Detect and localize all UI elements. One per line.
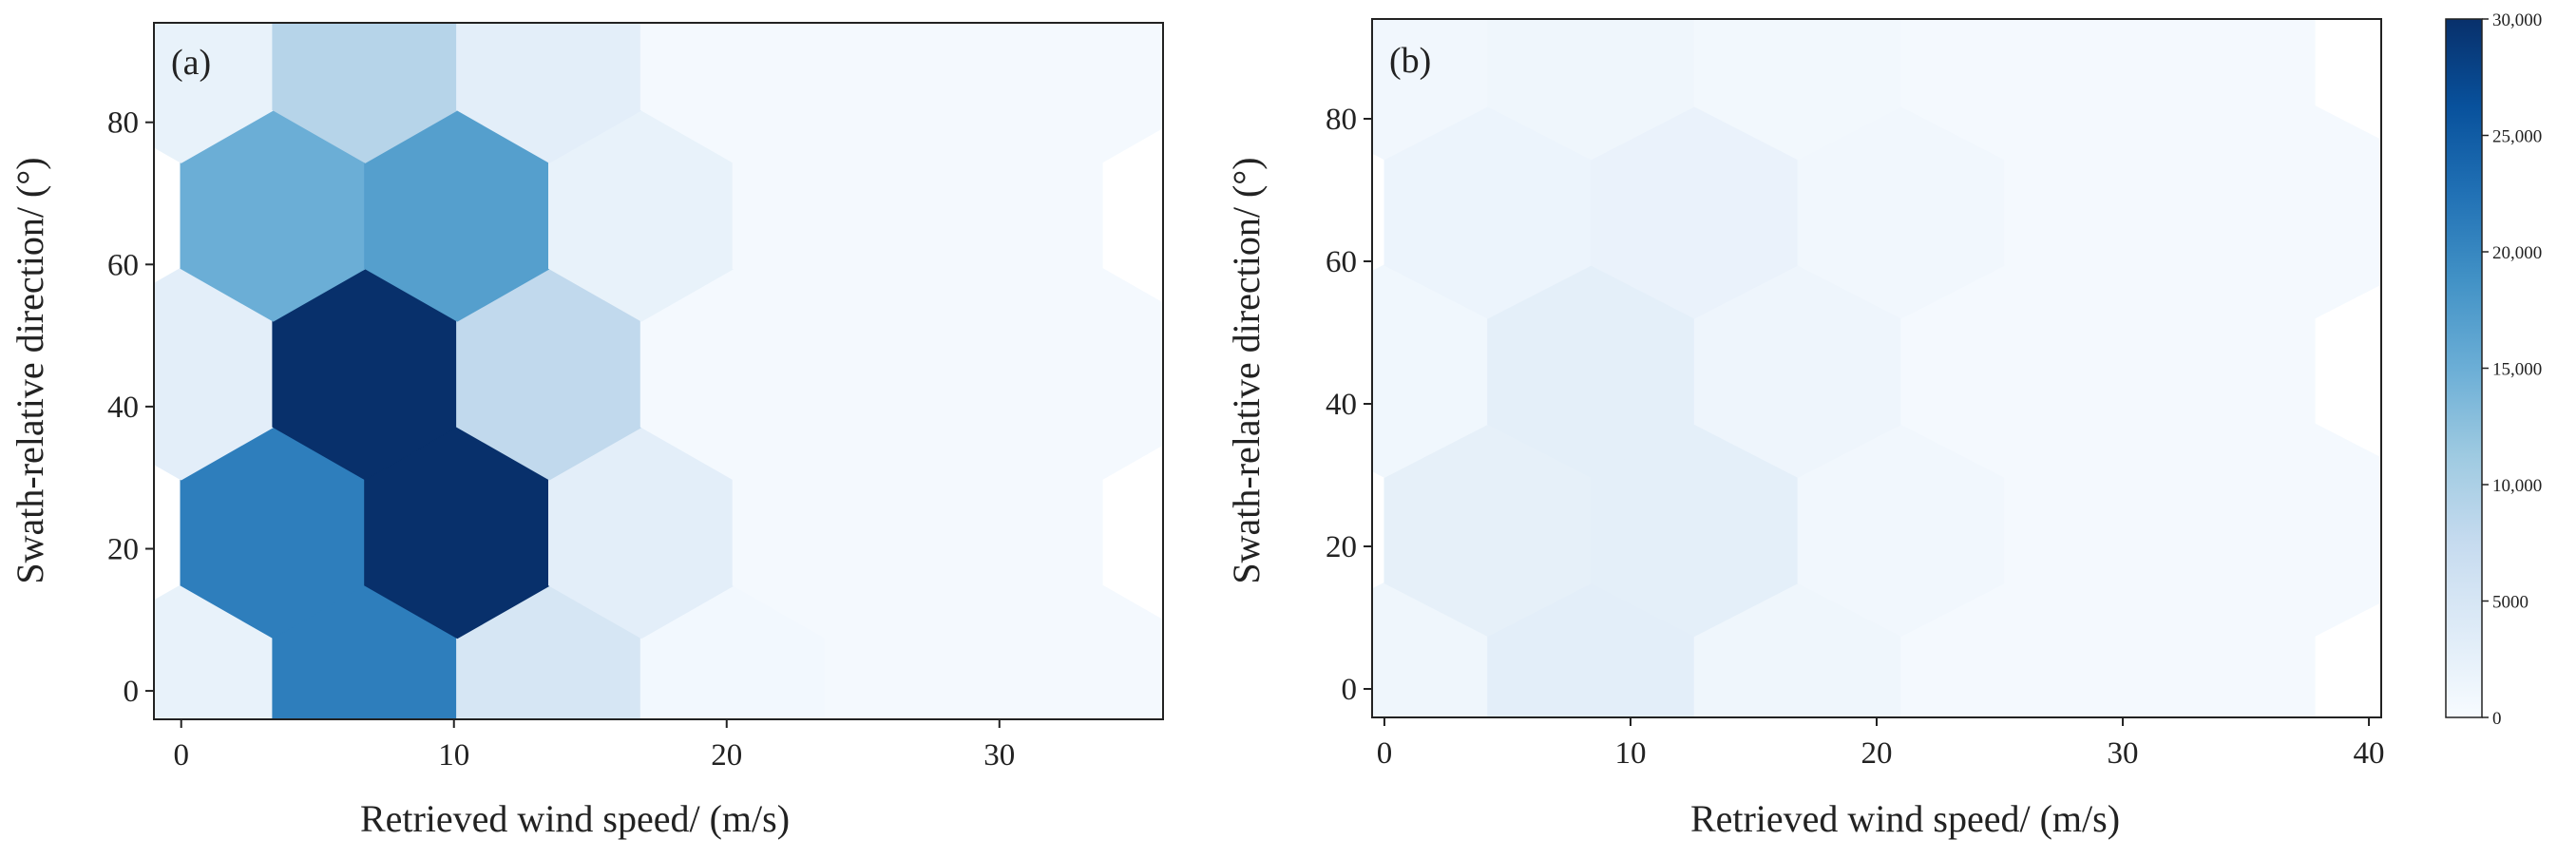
x-tick-label: 30 xyxy=(2108,736,2139,771)
colorbar-tick-label: 10,000 xyxy=(2492,476,2542,496)
panel-b-x-ticks: 0 10 20 30 40 xyxy=(1377,717,2385,771)
hexbin-cell xyxy=(1693,19,1902,161)
x-tick-label: 0 xyxy=(173,738,189,773)
hexbin-cell xyxy=(1487,19,1695,161)
hexbin-cell xyxy=(154,23,275,163)
colorbar-tick-label: 5000 xyxy=(2492,593,2528,613)
y-tick-label: 40 xyxy=(1326,388,1357,422)
hexbin-cell xyxy=(2108,19,2316,161)
y-tick-label: 20 xyxy=(107,532,139,566)
colorbar: 0 5000 10,000 15,000 20,000 25,000 30,000 xyxy=(2445,10,2542,729)
colorbar-tick-label: 30,000 xyxy=(2492,10,2542,30)
x-tick-label: 30 xyxy=(983,738,1015,773)
colorbar-ticks: 0 5000 10,000 15,000 20,000 25,000 30,000 xyxy=(2482,10,2542,729)
y-tick-label: 80 xyxy=(107,106,139,141)
hexbin-cell xyxy=(1900,19,2109,161)
colorbar-gradient xyxy=(2445,18,2483,718)
panel-b-tag: (b) xyxy=(1389,41,1431,81)
x-tick-label: 10 xyxy=(1614,736,1646,771)
panel-a-y-ticks: 0 20 40 60 80 xyxy=(107,106,154,709)
hexbin-cell xyxy=(1372,19,1489,161)
x-tick-label: 0 xyxy=(1377,736,1393,771)
panel-b-y-axis-title: Swath-relative direction/ (°) xyxy=(1225,157,1268,583)
panel-a-frame xyxy=(153,22,1164,720)
colorbar-tick-label: 15,000 xyxy=(2492,360,2542,380)
y-tick-label: 0 xyxy=(1342,673,1358,707)
panel-b: 0 10 20 30 40 0 20 40 60 80 (b) Retrieved wind s… xyxy=(1225,18,2385,840)
panel-a-x-ticks: 0 10 20 30 xyxy=(173,719,1015,773)
y-tick-label: 0 xyxy=(124,675,140,709)
colorbar-tick-label: 25,000 xyxy=(2492,127,2542,147)
y-tick-label: 40 xyxy=(107,391,139,425)
panel-a-tag: (a) xyxy=(171,43,211,83)
panel-b-x-axis-title: Retrieved wind speed/ (m/s) xyxy=(1690,797,2120,840)
panel-b-y-ticks: 0 20 40 60 80 xyxy=(1326,103,1372,707)
panel-a-hexes xyxy=(154,23,1163,719)
colorbar-tick-label: 0 xyxy=(2492,709,2502,729)
hexbin-cell xyxy=(639,23,827,163)
x-tick-label: 10 xyxy=(438,738,469,773)
y-tick-label: 60 xyxy=(1326,245,1357,279)
hexbin-cell xyxy=(1008,23,1163,163)
x-tick-label: 40 xyxy=(2354,736,2385,771)
panel-a-x-axis-title: Retrieved wind speed/ (m/s) xyxy=(360,797,790,840)
hexbin-cell xyxy=(824,23,1011,163)
y-tick-label: 60 xyxy=(107,248,139,282)
hexbin-cell xyxy=(272,23,459,163)
panel-a-y-axis-title: Swath-relative direction/ (°) xyxy=(9,157,51,583)
hexbin-cell xyxy=(456,23,643,163)
x-tick-label: 20 xyxy=(711,738,742,773)
panel-a: 0 10 20 30 0 20 40 60 80 (a) Retrieved wind spe… xyxy=(9,22,1164,840)
y-tick-label: 20 xyxy=(1326,530,1357,564)
y-tick-label: 80 xyxy=(1326,103,1357,137)
panel-b-hexes xyxy=(1372,19,2381,717)
colorbar-tick-label: 20,000 xyxy=(2492,243,2542,263)
x-tick-label: 20 xyxy=(1861,736,1893,771)
